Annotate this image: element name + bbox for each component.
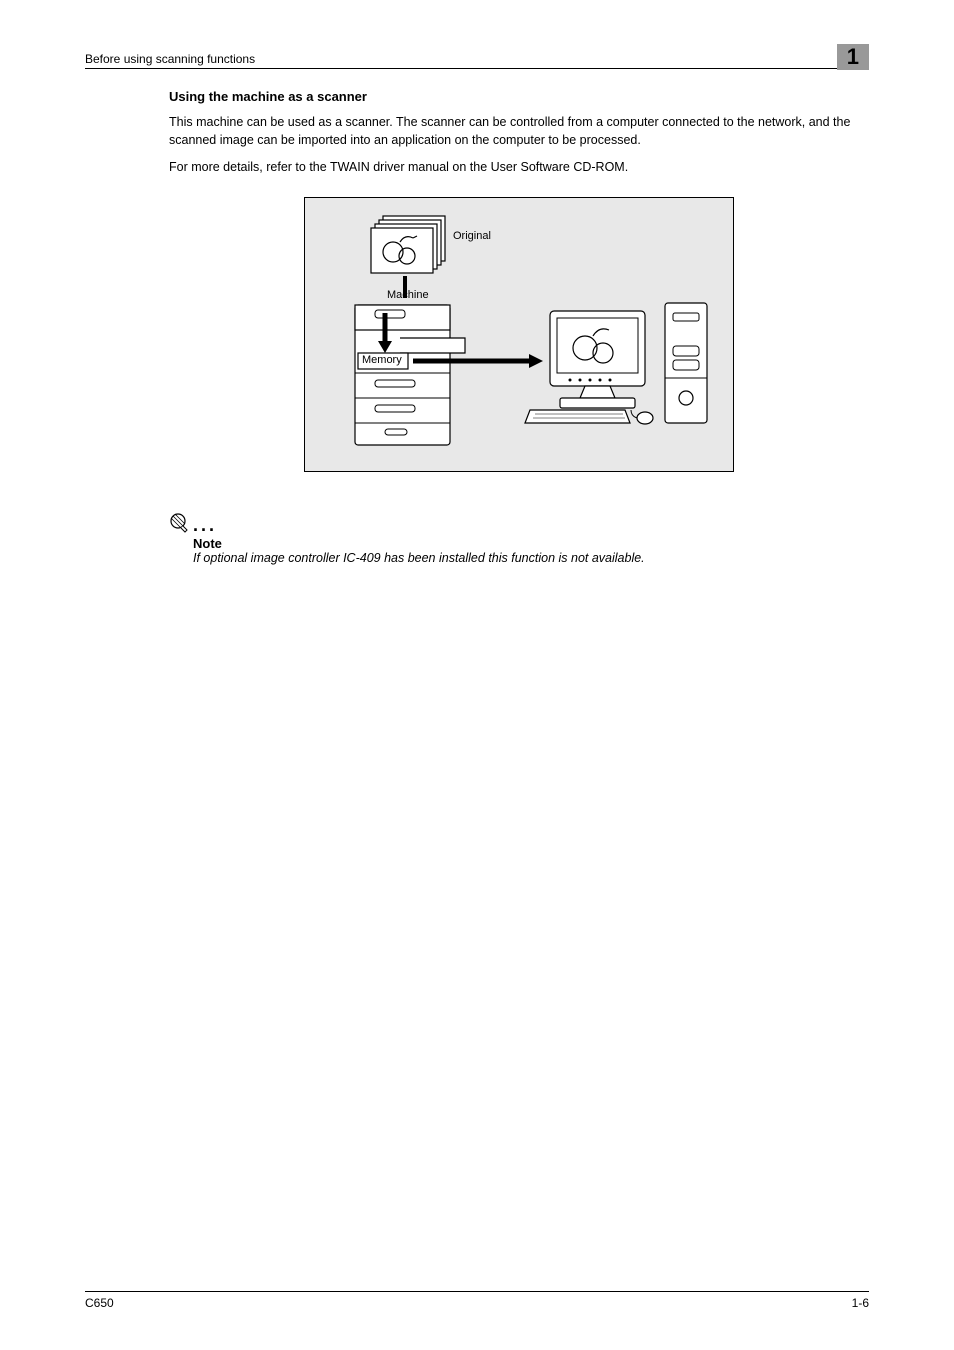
note-icon-row: ... [169, 512, 869, 534]
page-footer: C650 1-6 [85, 1291, 869, 1310]
computer-icon [525, 311, 653, 424]
note-text: If optional image controller IC-409 has … [193, 551, 869, 565]
label-memory: Memory [362, 354, 402, 366]
paragraph-2: For more details, refer to the TWAIN dri… [169, 159, 869, 177]
original-stack-icon [371, 216, 445, 273]
footer-model: C650 [85, 1296, 114, 1310]
running-title: Before using scanning functions [85, 52, 255, 66]
section-heading: Using the machine as a scanner [169, 89, 869, 104]
machine-icon [355, 305, 465, 445]
scanner-diagram: Original Machine Memory [304, 197, 734, 472]
paragraph-1: This machine can be used as a scanner. T… [169, 114, 869, 149]
diagram-container: Original Machine Memory [169, 197, 869, 472]
label-original: Original [453, 230, 491, 242]
pc-tower-icon [665, 303, 707, 423]
footer-page-number: 1-6 [852, 1296, 869, 1310]
diagram-svg [305, 198, 735, 473]
note-block: ... Note If optional image controller IC… [169, 512, 869, 565]
chapter-number-tab: 1 [837, 44, 869, 70]
label-machine: Machine [387, 289, 429, 301]
main-content: Using the machine as a scanner This mach… [169, 89, 869, 472]
ellipsis-icon: ... [193, 515, 217, 536]
note-label: Note [193, 536, 869, 551]
page-header: Before using scanning functions 1 [85, 40, 869, 69]
